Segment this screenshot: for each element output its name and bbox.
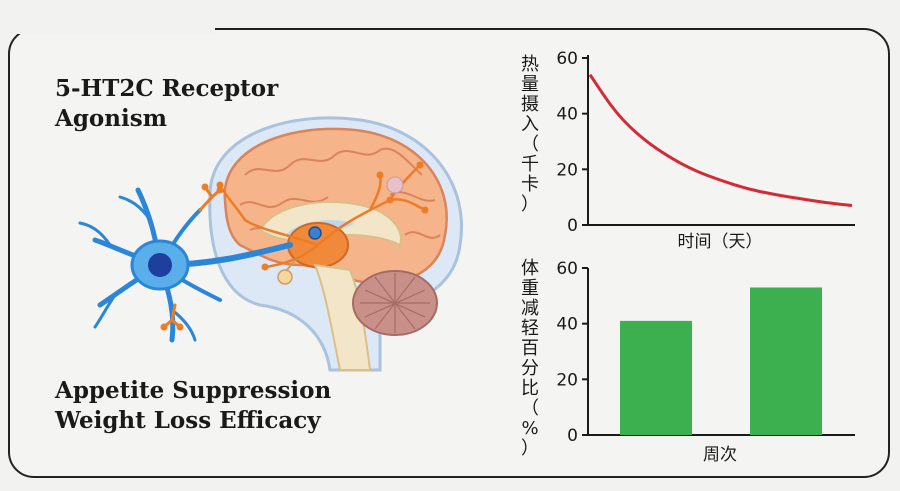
outcome-heading-line-1: Appetite Suppression (55, 377, 332, 404)
bar-1 (750, 287, 822, 435)
receptor-site (308, 226, 322, 240)
bar-0 (620, 320, 692, 435)
ytick-label: 60 (556, 49, 578, 69)
bar-chart-yticks: 0 20 40 60 (556, 259, 588, 446)
cortex-spot (386, 176, 404, 194)
bar-chart-bars (620, 287, 822, 435)
mechanism-heading-line-1: 5-HT2C Receptor (55, 75, 279, 102)
bar-chart-ylabel: 体重减轻百分比（%） (521, 258, 539, 459)
outcome-heading-line-2: Weight Loss Efficacy (55, 407, 321, 434)
line-chart-series (588, 73, 853, 208)
ytick-label: 60 (556, 259, 578, 279)
brain-neuron-illustration (78, 116, 463, 372)
calorie-intake-line-chart: 热量摄入（千卡） 0 20 40 60 时间（天） (521, 49, 855, 250)
mechanism-heading-line-2: Agonism (55, 105, 168, 132)
ytick-label: 40 (556, 105, 578, 125)
ytick-label: 0 (567, 426, 578, 446)
line-chart-xlabel: 时间（天） (678, 232, 763, 250)
pituitary-gland (277, 269, 293, 285)
ytick-label: 40 (556, 315, 578, 335)
line-chart-yticks: 0 20 40 60 (556, 49, 588, 236)
neural-pathways (218, 163, 427, 269)
ytick-label: 0 (567, 216, 578, 236)
ytick-label: 20 (556, 160, 578, 180)
mechanism-heading: 5-HT2C Receptor Agonism (55, 74, 278, 134)
weight-loss-bar-chart: 体重减轻百分比（%） 0 20 40 60 周次 (521, 258, 855, 465)
frame-gap (0, 20, 215, 34)
line-chart-ylabel: 热量摄入（千卡） (521, 54, 539, 215)
ytick-label: 20 (556, 370, 578, 390)
line-chart-ylabel-text: 热量摄入（千卡） (521, 54, 539, 215)
cerebellum-folds (360, 273, 430, 333)
neuron-nucleus (148, 253, 172, 277)
synapse-dots (216, 161, 429, 271)
bar-chart-ylabel-text: 体重减轻百分比（%） (521, 258, 539, 459)
outcome-heading: Appetite Suppression Weight Loss Efficac… (55, 376, 331, 436)
bar-chart-xlabel: 周次 (703, 445, 737, 465)
